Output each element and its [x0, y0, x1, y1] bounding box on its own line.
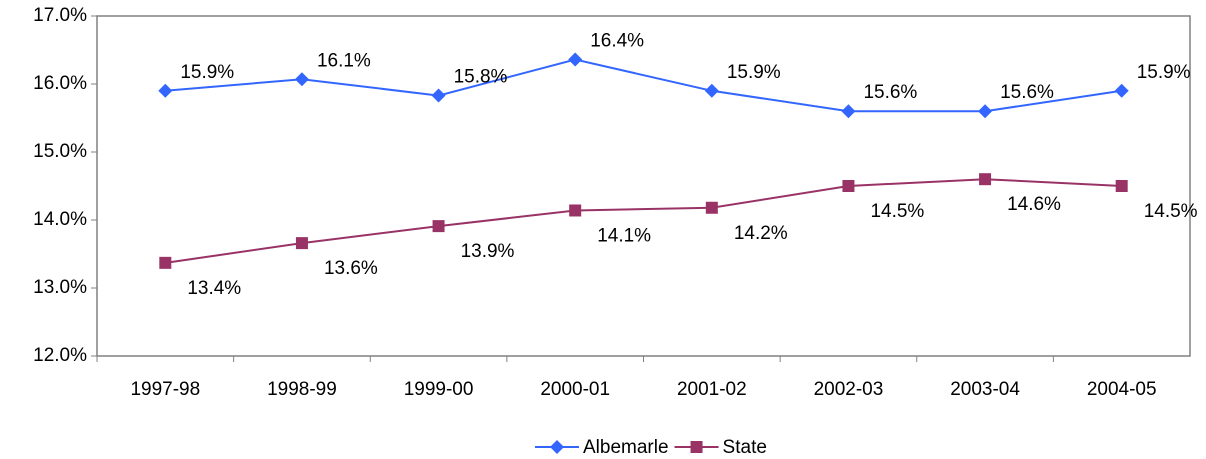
legend-marker	[550, 440, 564, 454]
data-point	[704, 83, 719, 98]
y-tick-label: 17.0%	[33, 5, 87, 26]
data-label: 15.9%	[180, 62, 234, 83]
x-tick-label: 2000-01	[540, 379, 610, 400]
data-label: 14.5%	[1144, 201, 1198, 222]
data-point	[295, 237, 308, 250]
series-line	[165, 178, 1122, 264]
x-tick-label: 1997-98	[130, 379, 200, 400]
data-label: 14.5%	[870, 201, 924, 222]
data-point	[841, 104, 856, 119]
data-label: 14.2%	[734, 223, 788, 244]
legend-item: Albemarle	[535, 437, 669, 458]
data-point	[979, 173, 992, 186]
data-point	[158, 83, 173, 98]
x-tick-label: 2002-03	[814, 379, 884, 400]
data-point	[705, 201, 718, 214]
data-label: 13.6%	[324, 258, 378, 279]
series-line	[165, 58, 1122, 113]
data-point	[159, 256, 172, 269]
data-point	[1114, 83, 1129, 98]
x-tick-label: 1999-00	[404, 379, 474, 400]
x-tick-label: 1998-99	[267, 379, 337, 400]
legend-label: State	[723, 437, 767, 458]
y-tick-label: 16.0%	[33, 73, 87, 94]
data-label: 15.6%	[863, 82, 917, 103]
data-point	[432, 220, 445, 233]
data-label: 15.6%	[1000, 82, 1054, 103]
x-tick-label: 2004-05	[1087, 379, 1157, 400]
data-point	[294, 72, 309, 87]
y-tick-label: 14.0%	[33, 209, 87, 230]
data-label: 14.1%	[597, 225, 651, 246]
data-point	[978, 104, 993, 119]
data-point	[569, 204, 582, 217]
y-tick-label: 15.0%	[33, 141, 87, 162]
legend-label: Albemarle	[583, 437, 669, 458]
data-label: 13.9%	[461, 241, 515, 262]
data-label: 14.6%	[1007, 194, 1061, 215]
data-point	[568, 52, 583, 67]
y-tick-label: 13.0%	[33, 277, 87, 298]
data-label: 13.4%	[187, 278, 241, 299]
x-tick-label: 2001-02	[677, 379, 747, 400]
data-label: 16.4%	[590, 31, 644, 52]
data-point	[431, 88, 446, 103]
data-label: 15.9%	[1137, 62, 1191, 83]
x-tick-label: 2003-04	[950, 379, 1020, 400]
data-point	[1115, 180, 1128, 192]
y-tick-label: 12.0%	[33, 345, 87, 366]
data-point	[842, 180, 855, 192]
data-label: 15.8%	[454, 67, 508, 88]
data-label: 16.1%	[317, 50, 371, 71]
legend-item: State	[674, 437, 767, 458]
plot-area	[96, 15, 1191, 357]
legend-marker	[690, 441, 703, 453]
data-label: 15.9%	[727, 62, 781, 83]
